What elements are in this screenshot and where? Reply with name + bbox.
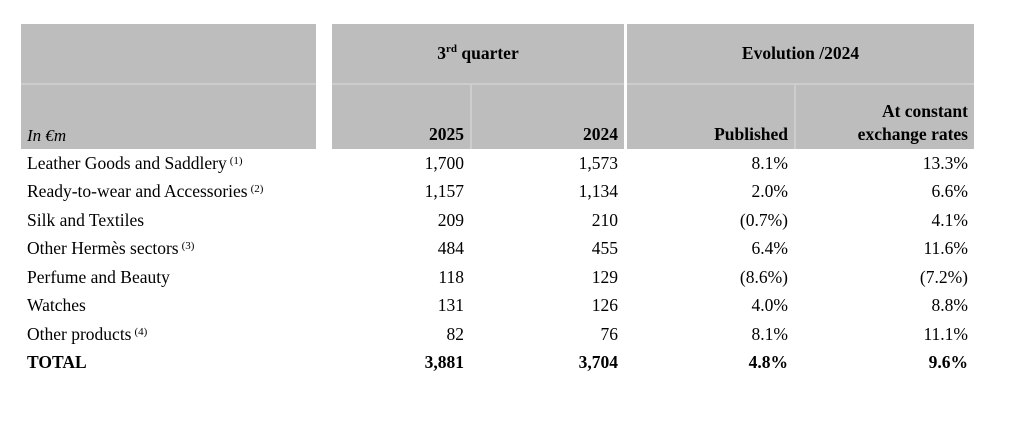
value-2024: 129 [591,266,618,287]
table-row: Other products (4) 82 76 8.1% 11.1% [21,320,974,349]
value-2025: 1,157 [424,181,464,202]
table-total-row: TOTAL 3,881 3,704 4.8% 9.6% [21,349,974,378]
row-label: Leather Goods and Saddlery (1) [27,152,243,173]
table-body: Leather Goods and Saddlery (1) 1,700 1,57… [21,149,974,377]
total-2025: 3,881 [424,352,464,373]
table-row: Perfume and Beauty 118 129 (8.6%) (7.2%) [21,263,974,292]
value-constant: 11.1% [923,323,968,344]
total-constant: 9.6% [928,352,968,373]
row-label: Ready-to-wear and Accessories (2) [27,181,264,202]
value-constant: 8.8% [931,295,968,316]
column-header-constant: At constant exchange rates [796,85,974,149]
quarter-group-label: 3rd quarter [437,43,519,63]
header-gap [624,24,627,83]
value-constant: 13.3% [922,152,968,173]
table-header: 3rd quarter Evolution /2024 In €m 2025 2… [21,24,974,149]
value-2024: 1,134 [578,181,618,202]
value-constant: (7.2%) [919,266,968,287]
total-published: 4.8% [748,352,788,373]
value-2025: 118 [438,266,464,287]
value-2024: 1,573 [578,152,618,173]
header-divider [21,83,316,85]
value-2025: 1,700 [424,152,464,173]
row-label: Silk and Textiles [27,209,145,230]
value-published: 8.1% [751,152,788,173]
row-label: Other products (4) [27,323,148,344]
revenue-by-sector-table: 3rd quarter Evolution /2024 In €m 2025 2… [21,24,974,377]
value-2025: 82 [446,323,465,344]
value-published: (8.6%) [739,266,788,287]
value-published: 4.0% [751,295,788,316]
value-2024: 455 [591,238,618,259]
footnote-marker: (3) [181,240,195,253]
column-header-2025: 2025 [332,85,470,149]
value-published: (0.7%) [739,209,788,230]
table-row: Other Hermès sectors (3) 484 455 6.4% 11.… [21,235,974,264]
value-2025: 131 [437,295,464,316]
row-label: Perfume and Beauty [27,266,170,287]
table-row: Watches 131 126 4.0% 8.8% [21,292,974,321]
table-row: Leather Goods and Saddlery (1) 1,700 1,57… [21,149,974,178]
header-divider [627,83,974,85]
value-2024: 126 [591,295,618,316]
value-constant: 6.6% [931,181,968,202]
value-2025: 209 [437,209,464,230]
value-2025: 484 [437,238,464,259]
header-gap [624,85,627,149]
column-header-2024: 2024 [472,85,624,149]
header-gap [624,83,627,85]
footnote-marker: (4) [134,325,148,338]
value-published: 6.4% [751,238,788,259]
row-label: Other Hermès sectors (3) [27,238,195,259]
footnote-marker: (2) [250,183,264,196]
value-constant: 11.6% [923,238,968,259]
total-label: TOTAL [27,352,87,373]
header-gap [316,24,332,83]
evolution-group-label: Evolution /2024 [741,43,860,63]
header-gap [316,83,332,85]
table-row: Ready-to-wear and Accessories (2) 1,157 1… [21,178,974,207]
row-header-block-top [21,24,316,83]
column-divider [794,85,796,149]
table-row: Silk and Textiles 209 210 (0.7%) 4.1% [21,206,974,235]
header-gap [316,85,332,149]
footnote-marker: (1) [229,154,243,167]
header-divider [332,83,624,85]
unit-label: In €m [21,85,316,149]
value-2024: 210 [591,209,618,230]
total-2024: 3,704 [578,352,618,373]
value-2024: 76 [600,323,619,344]
row-label: Watches [27,295,86,316]
value-constant: 4.1% [931,209,968,230]
column-header-published: Published [627,85,794,149]
value-published: 2.0% [751,181,788,202]
quarter-group-header: 3rd quarter [332,24,624,83]
value-published: 8.1% [751,323,788,344]
evolution-group-header: Evolution /2024 [627,24,974,83]
column-divider [470,85,472,149]
